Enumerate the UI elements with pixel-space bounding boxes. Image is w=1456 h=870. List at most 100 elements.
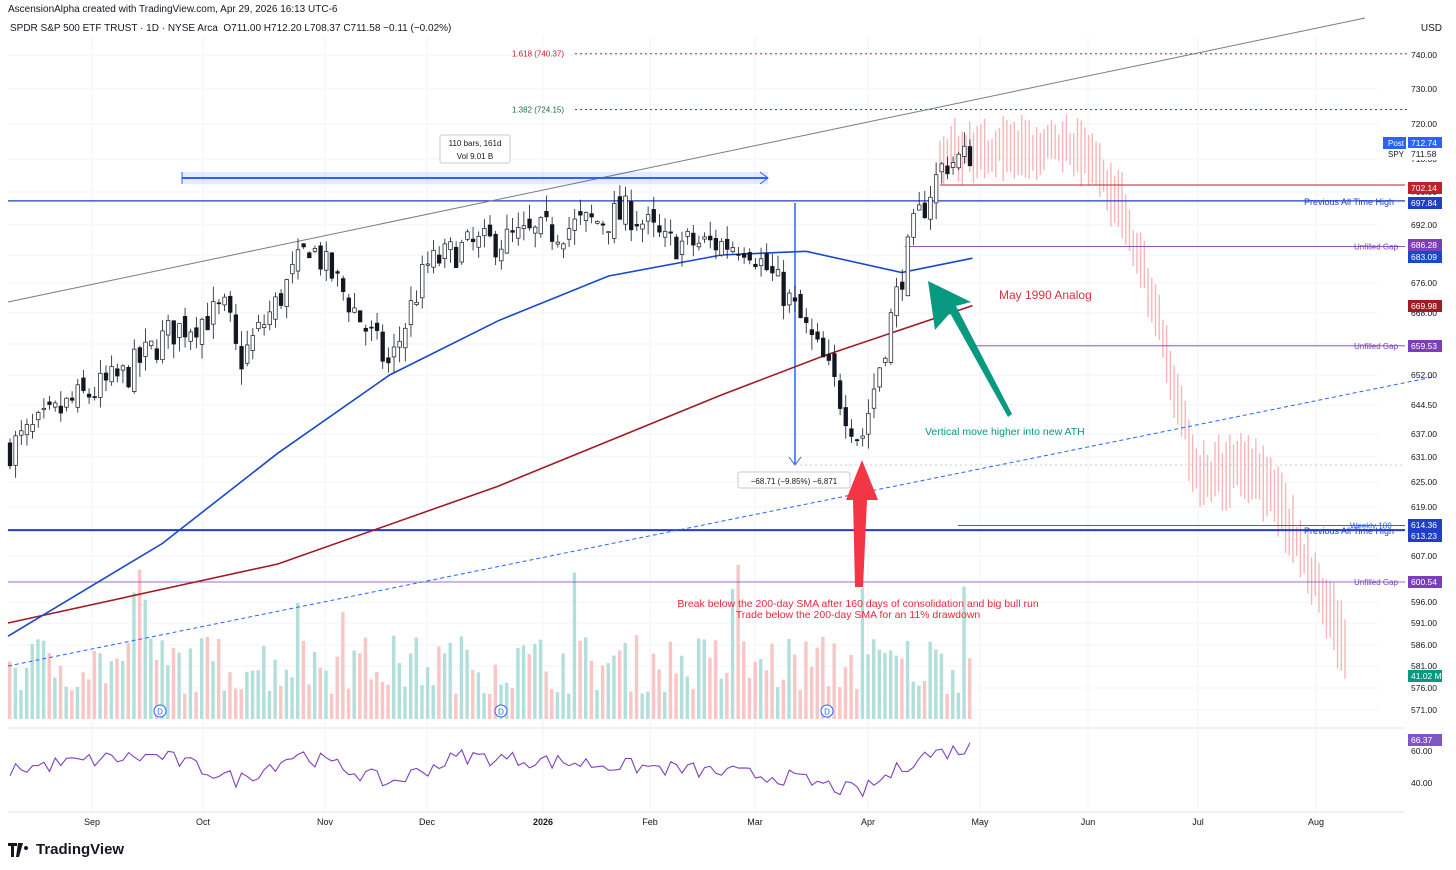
volume-bar	[408, 653, 413, 719]
price-tick-label[interactable]: 591.00	[1411, 618, 1437, 628]
candle-body	[922, 202, 927, 219]
volume-bar	[149, 638, 153, 719]
price-tick-label[interactable]: 644.50	[1411, 400, 1437, 410]
volume-bar	[200, 638, 204, 719]
price-tick-label[interactable]: 607.00	[1411, 551, 1437, 561]
candle-body	[967, 146, 973, 167]
volume-bar	[312, 651, 317, 719]
candle-body	[527, 218, 532, 229]
price-tick-label[interactable]: 576.00	[1411, 683, 1437, 693]
time-tick-label[interactable]: 2026	[533, 817, 553, 827]
volume-bar	[651, 653, 656, 719]
price-tick-label[interactable]: 586.00	[1411, 640, 1437, 650]
price-tick-label[interactable]: 637.00	[1411, 429, 1437, 439]
time-tick-label[interactable]: Dec	[419, 817, 436, 827]
time-tick-label[interactable]: Mar	[747, 817, 763, 827]
volume-bar	[425, 667, 430, 719]
price-tick-label[interactable]: 581.00	[1411, 661, 1437, 671]
price-tick-label[interactable]: 571.00	[1411, 705, 1437, 715]
drawdown-info-box[interactable]	[737, 471, 851, 489]
time-tick-label[interactable]: Nov	[317, 817, 334, 827]
time-tick-label[interactable]: Jun	[1081, 817, 1096, 827]
candle-body	[758, 258, 764, 266]
volume-bar	[510, 687, 514, 719]
time-tick-label[interactable]: Feb	[642, 817, 658, 827]
candle-body	[386, 357, 391, 364]
volume-bar	[905, 641, 910, 719]
candle-body	[945, 165, 950, 175]
time-tick-label[interactable]: Apr	[861, 817, 875, 827]
price-tick-label[interactable]: 676.00	[1411, 278, 1437, 288]
price-tick-label[interactable]: 740.00	[1411, 50, 1437, 60]
candle-body	[566, 228, 572, 240]
volume-bar	[917, 685, 921, 719]
volume-bar	[104, 683, 108, 719]
price-tick-label[interactable]: 631.00	[1411, 452, 1437, 462]
lower-trendline[interactable]	[7, 376, 1434, 667]
time-tick-label[interactable]: Sep	[84, 817, 100, 827]
price-tick-label[interactable]: 652.00	[1411, 370, 1437, 380]
volume-bar	[629, 691, 633, 719]
trend-lines[interactable]	[7, 17, 1434, 667]
volume-bar	[346, 688, 351, 719]
price-tick-label[interactable]: 625.00	[1411, 477, 1437, 487]
candle-body	[691, 232, 696, 246]
candle-body	[781, 271, 786, 306]
candle-body	[917, 204, 922, 211]
candle-body	[408, 300, 414, 325]
price-tick-label[interactable]: 692.00	[1411, 220, 1437, 230]
volume-bar	[256, 670, 260, 719]
currency-label[interactable]: USD	[1420, 23, 1442, 34]
candle-body	[888, 312, 894, 363]
candle-body	[222, 296, 227, 306]
volume-bar	[228, 672, 232, 719]
candle-body	[747, 252, 752, 261]
range-info-bars: 110 bars, 161d	[449, 139, 502, 148]
range-info-box[interactable]	[439, 134, 511, 164]
volume-bar	[13, 667, 18, 719]
volume-bar	[561, 653, 565, 719]
price-tick-label[interactable]: 596.00	[1411, 597, 1437, 607]
price-axis[interactable]: 740.00730.00720.00710.00700.00692.00684.…	[1383, 50, 1442, 746]
volume-bar	[753, 661, 757, 719]
candle-body	[911, 213, 916, 238]
candle-body	[741, 253, 747, 258]
candle-body	[154, 348, 159, 360]
time-axis[interactable]: Sep Oct Nov Dec 2026 Feb Mar Apr May Jun Jul Aug	[8, 811, 1405, 827]
volume-bar	[120, 660, 125, 719]
range-measure-band	[182, 172, 768, 184]
symbol-title[interactable]: SPDR S&P 500 ETF TRUST · 1D · NYSE Arca	[10, 23, 218, 34]
price-tick-label[interactable]: 720.00	[1411, 119, 1437, 129]
time-tick-label[interactable]: Oct	[196, 817, 211, 827]
candle-body	[956, 153, 961, 169]
volume-bar	[928, 641, 932, 719]
upper-trendline[interactable]	[7, 17, 1366, 303]
dividend-marker[interactable]	[153, 704, 167, 718]
volume-bar	[459, 636, 464, 719]
price-tick-label[interactable]: 668.00	[1411, 308, 1437, 318]
volume-bar	[770, 643, 774, 719]
candle-body	[849, 428, 854, 437]
candle-body	[674, 236, 679, 260]
annotations[interactable]: 110 bars, 161d Vol 9.01 B −68.71 (−9.85%) …	[153, 134, 1092, 718]
dividend-marker[interactable]	[494, 704, 508, 718]
horizontal-levels[interactable]: 1.618 (740.37) 1.382 (724.15) Previous All…	[8, 50, 1410, 587]
candle-body	[708, 235, 713, 241]
time-tick-label[interactable]: Aug	[1308, 817, 1324, 827]
time-tick-label[interactable]: Jul	[1192, 817, 1204, 827]
time-tick-label[interactable]: May	[971, 817, 989, 827]
candle-body	[250, 335, 255, 351]
volume-bar	[324, 670, 328, 719]
price-tick-label[interactable]: 730.00	[1411, 84, 1437, 94]
price-tick-label[interactable]: 619.00	[1411, 502, 1437, 512]
dividend-marker[interactable]	[820, 704, 834, 718]
candle-body	[651, 209, 656, 223]
volume-bar	[369, 679, 373, 719]
red-arrow[interactable]	[846, 460, 878, 587]
candle-body	[860, 435, 865, 439]
volume-bar	[572, 572, 577, 719]
volume-bar	[143, 599, 147, 719]
candle-body	[894, 286, 899, 317]
green-arrow[interactable]	[928, 281, 1012, 417]
